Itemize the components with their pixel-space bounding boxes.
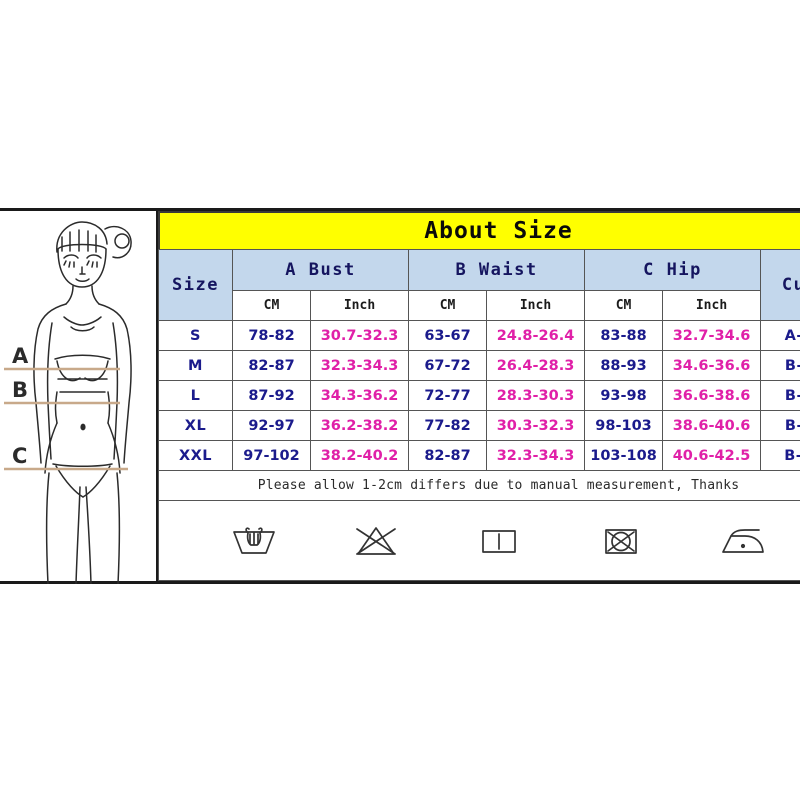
unit-bust-inch: Inch [309,290,410,321]
iron-low-heat-icon [715,521,771,561]
cell-hip-in: 32.7-34.6 [662,320,762,351]
cell-waist-cm: 67-72 [408,350,488,381]
cell-cup: B-C [760,350,800,381]
figure-label-c: C [12,444,27,468]
cell-hip-in: 40.6-42.5 [662,440,762,471]
measurement-note: Please allow 1-2cm differs due to manual… [257,478,740,493]
cell-bust-cm: 78-82 [232,320,311,351]
cell-waist-cm: 63-67 [408,320,488,351]
unit-bust-cm: CM [232,290,311,321]
cell-bust-cm: 97-102 [232,440,311,471]
body-figure-illustration: A B C [4,221,132,584]
cell-bust-cm: 82-87 [232,350,311,381]
table-group-header-row: Size A Bust B Waist C Hip Cup [158,249,800,321]
header-hip: C Hip [584,249,762,291]
cell-size: XXL [158,440,233,471]
header-waist: B Waist [408,249,586,291]
table-row: S 78-82 30.7-32.3 63-67 24.8-26.4 83-88 … [158,320,800,351]
cell-hip-in: 38.6-40.6 [662,410,762,441]
cell-waist-in: 32.3-34.3 [486,440,586,471]
cell-waist-cm: 82-87 [408,440,488,471]
cell-hip-cm: 88-93 [584,350,664,381]
body-figure-panel: A B C [0,211,158,584]
do-not-tumble-dry-icon [593,521,649,561]
cell-hip-in: 34.6-36.6 [662,350,762,381]
header-cup: Cup [760,249,800,321]
do-not-bleach-icon [348,521,404,561]
cell-size: L [158,380,233,411]
cell-bust-in: 32.3-34.3 [309,350,410,381]
cell-hip-cm: 98-103 [584,410,664,441]
table-row: XXL 97-102 38.2-40.2 82-87 32.3-34.3 103… [158,440,800,471]
unit-hip-cm: CM [584,290,664,321]
cell-bust-in: 34.3-36.2 [309,380,410,411]
size-table-panel: About Size Size A Bust B Waist C Hip Cup [158,211,800,581]
page-title: About Size [424,217,573,244]
care-symbols-row [158,501,800,581]
unit-hip-inch: Inch [662,290,762,321]
table-row: M 82-87 32.3-34.3 67-72 26.4-28.3 88-93 … [158,350,800,381]
unit-waist-inch: Inch [486,290,586,321]
cell-cup: B-C [760,380,800,411]
cell-hip-in: 36.6-38.6 [662,380,762,411]
cell-bust-cm: 87-92 [232,380,311,411]
cell-hip-cm: 103-108 [584,440,664,471]
figure-label-a: A [12,344,29,368]
cell-cup: B-D [760,440,800,471]
cell-bust-in: 36.2-38.2 [309,410,410,441]
cell-waist-in: 24.8-26.4 [486,320,586,351]
table-row: XL 92-97 36.2-38.2 77-82 30.3-32.3 98-10… [158,410,800,441]
hand-wash-icon [226,521,282,561]
cell-waist-cm: 77-82 [408,410,488,441]
header-size: Size [158,249,233,321]
cell-size: M [158,350,233,381]
about-size-title-bar: About Size [158,211,800,249]
drip-dry-icon [471,521,527,561]
cell-bust-in: 38.2-40.2 [309,440,410,471]
cell-size: S [158,320,233,351]
unit-waist-cm: CM [408,290,488,321]
cell-waist-in: 28.3-30.3 [486,380,586,411]
cell-bust-cm: 92-97 [232,410,311,441]
table-row: L 87-92 34.3-36.2 72-77 28.3-30.3 93-98 … [158,380,800,411]
cell-hip-cm: 93-98 [584,380,664,411]
cell-waist-in: 26.4-28.3 [486,350,586,381]
cell-bust-in: 30.7-32.3 [309,320,410,351]
cell-waist-in: 30.3-32.3 [486,410,586,441]
cell-cup: B-C [760,410,800,441]
size-table: Size A Bust B Waist C Hip Cup CM Inch CM… [158,249,800,471]
cell-waist-cm: 72-77 [408,380,488,411]
table-unit-header-row: CM Inch CM Inch CM Inch [159,290,800,321]
cell-cup: A-B [760,320,800,351]
figure-label-b: B [12,378,28,402]
cell-size: XL [158,410,233,441]
size-chart-band: A B C About Size Size A Bust B Wa [0,208,800,584]
measurement-note-row: Please allow 1-2cm differs due to manual… [158,471,800,501]
header-bust: A Bust [231,249,410,291]
cell-hip-cm: 83-88 [584,320,664,351]
